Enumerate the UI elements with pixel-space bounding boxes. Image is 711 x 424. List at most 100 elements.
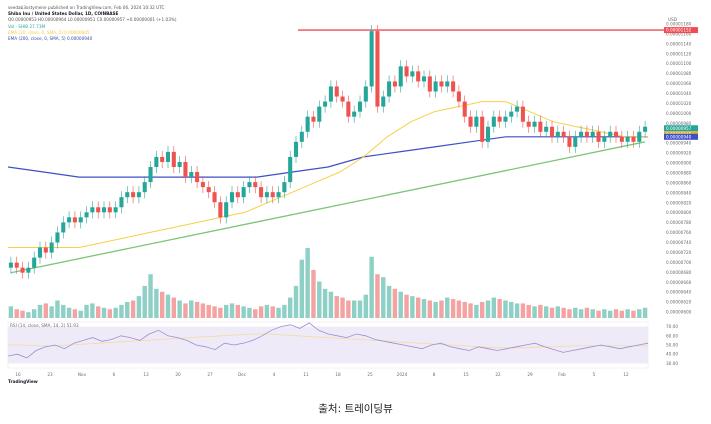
x-tick-label: 25 (367, 372, 373, 377)
volume-bar (573, 307, 578, 318)
volume-bar (363, 294, 369, 318)
volume-legend[interactable]: Vol · SHIB 27.73M (8, 23, 46, 29)
volume-bar (241, 306, 246, 318)
volume-bar (125, 301, 130, 318)
candle-body (90, 207, 95, 213)
volume-bar (642, 307, 648, 318)
candle-body (37, 247, 43, 258)
candle-body (229, 192, 235, 203)
price-tick-label: 0.00001100 (666, 61, 692, 66)
x-tick-label: 6 (113, 372, 116, 377)
candle-body (26, 267, 31, 273)
candle-body (328, 86, 333, 102)
volume-bar (37, 304, 43, 318)
candle-body (334, 86, 339, 97)
volume-bar (386, 285, 392, 318)
volume-bar (49, 306, 54, 318)
volume-bar (514, 303, 520, 318)
candle-body (206, 187, 211, 193)
volume-bar (66, 307, 72, 318)
candle-body (579, 131, 584, 137)
volume-bar (421, 299, 427, 318)
ema20-legend[interactable]: EMA (20, close, 0, SMA, 5) 0.00000945 (8, 29, 90, 35)
volume-bar (61, 304, 66, 318)
volume-bar (258, 306, 264, 318)
x-tick-label: 13 (143, 372, 149, 377)
ema20-line (8, 101, 648, 248)
volume-bar (445, 297, 450, 318)
candle-body (613, 131, 619, 137)
volume-bar (381, 277, 386, 318)
volume-bar (55, 300, 60, 318)
volume-bar (311, 269, 316, 318)
candle-body (549, 126, 555, 137)
candle-body (165, 151, 171, 162)
price-tick-label: 0.00000600 (666, 310, 692, 315)
volume-bar (31, 309, 37, 318)
x-tick-label: 15 (463, 372, 469, 377)
volume-bar (317, 281, 322, 318)
volume-bar (177, 300, 182, 318)
price-tick-label: 0.00000880 (666, 171, 692, 176)
symbol-title: Shiba Inu / United States Dollar, 1D, CO… (8, 11, 119, 17)
volume-bar (346, 300, 351, 318)
candle-body (387, 81, 392, 97)
candle-body (113, 207, 118, 213)
resistance-price-tag: 0.00001152 (666, 28, 692, 33)
ema200-legend[interactable]: EMA (200, close, 0, SMA, 5) 0.00000940 (8, 36, 93, 42)
published-line: seedab3ostymene published on TradingView… (8, 5, 165, 10)
candle-body (503, 116, 508, 122)
price-tick-label: 0.00001040 (666, 91, 692, 96)
candle-body (142, 182, 147, 193)
volume-bar (532, 306, 537, 318)
candle-body (49, 242, 54, 253)
price-tick-label: 0.00000620 (666, 300, 692, 305)
x-tick-label: 22 (495, 372, 501, 377)
price-tick-label: 0.00001020 (666, 101, 692, 106)
price-tick-label: 0.00000740 (666, 240, 692, 245)
volume-bar (351, 300, 357, 318)
volume-bar (369, 256, 374, 318)
chart-header: seedab3ostymene published on TradingView… (8, 5, 177, 42)
volume-bar (264, 304, 270, 318)
candle-body (398, 66, 403, 87)
volume-bar (479, 301, 485, 318)
candle-body (282, 182, 287, 193)
candle-body (276, 192, 281, 198)
volume-bar (398, 291, 403, 318)
candle-body (293, 141, 299, 157)
x-tick-label: Dec (238, 372, 247, 377)
candle-body (427, 76, 432, 92)
candle-body (253, 182, 258, 188)
candle-body (369, 31, 374, 87)
candle-body (305, 116, 310, 132)
rsi-tick-label: 50.00 (666, 343, 678, 348)
price-tick-label: 0.00000840 (666, 190, 692, 195)
candle-body (241, 187, 246, 198)
x-tick-label: 12 (623, 372, 629, 377)
candle-body (619, 136, 624, 142)
volume-bar (637, 309, 642, 318)
candle-body (515, 106, 520, 112)
volume-bar (293, 285, 299, 318)
x-tick-label: 11 (303, 372, 309, 377)
candle-body (340, 96, 345, 102)
candle-body (78, 217, 83, 223)
candle-body (357, 101, 363, 112)
candle-body (392, 81, 397, 87)
candle-body (317, 106, 322, 122)
candle-body (96, 207, 101, 213)
volume-bar (130, 300, 136, 318)
candle-body (404, 66, 409, 77)
candle-body (468, 116, 473, 127)
volume-bar (607, 310, 613, 318)
candle-body (125, 192, 130, 198)
candle-body (584, 131, 589, 137)
x-tick-label: 16 (15, 372, 21, 377)
volume-bar (427, 300, 433, 318)
candle-body (445, 81, 450, 87)
candle-body (538, 121, 543, 132)
candle-body (43, 247, 48, 253)
candle-body (544, 126, 549, 132)
